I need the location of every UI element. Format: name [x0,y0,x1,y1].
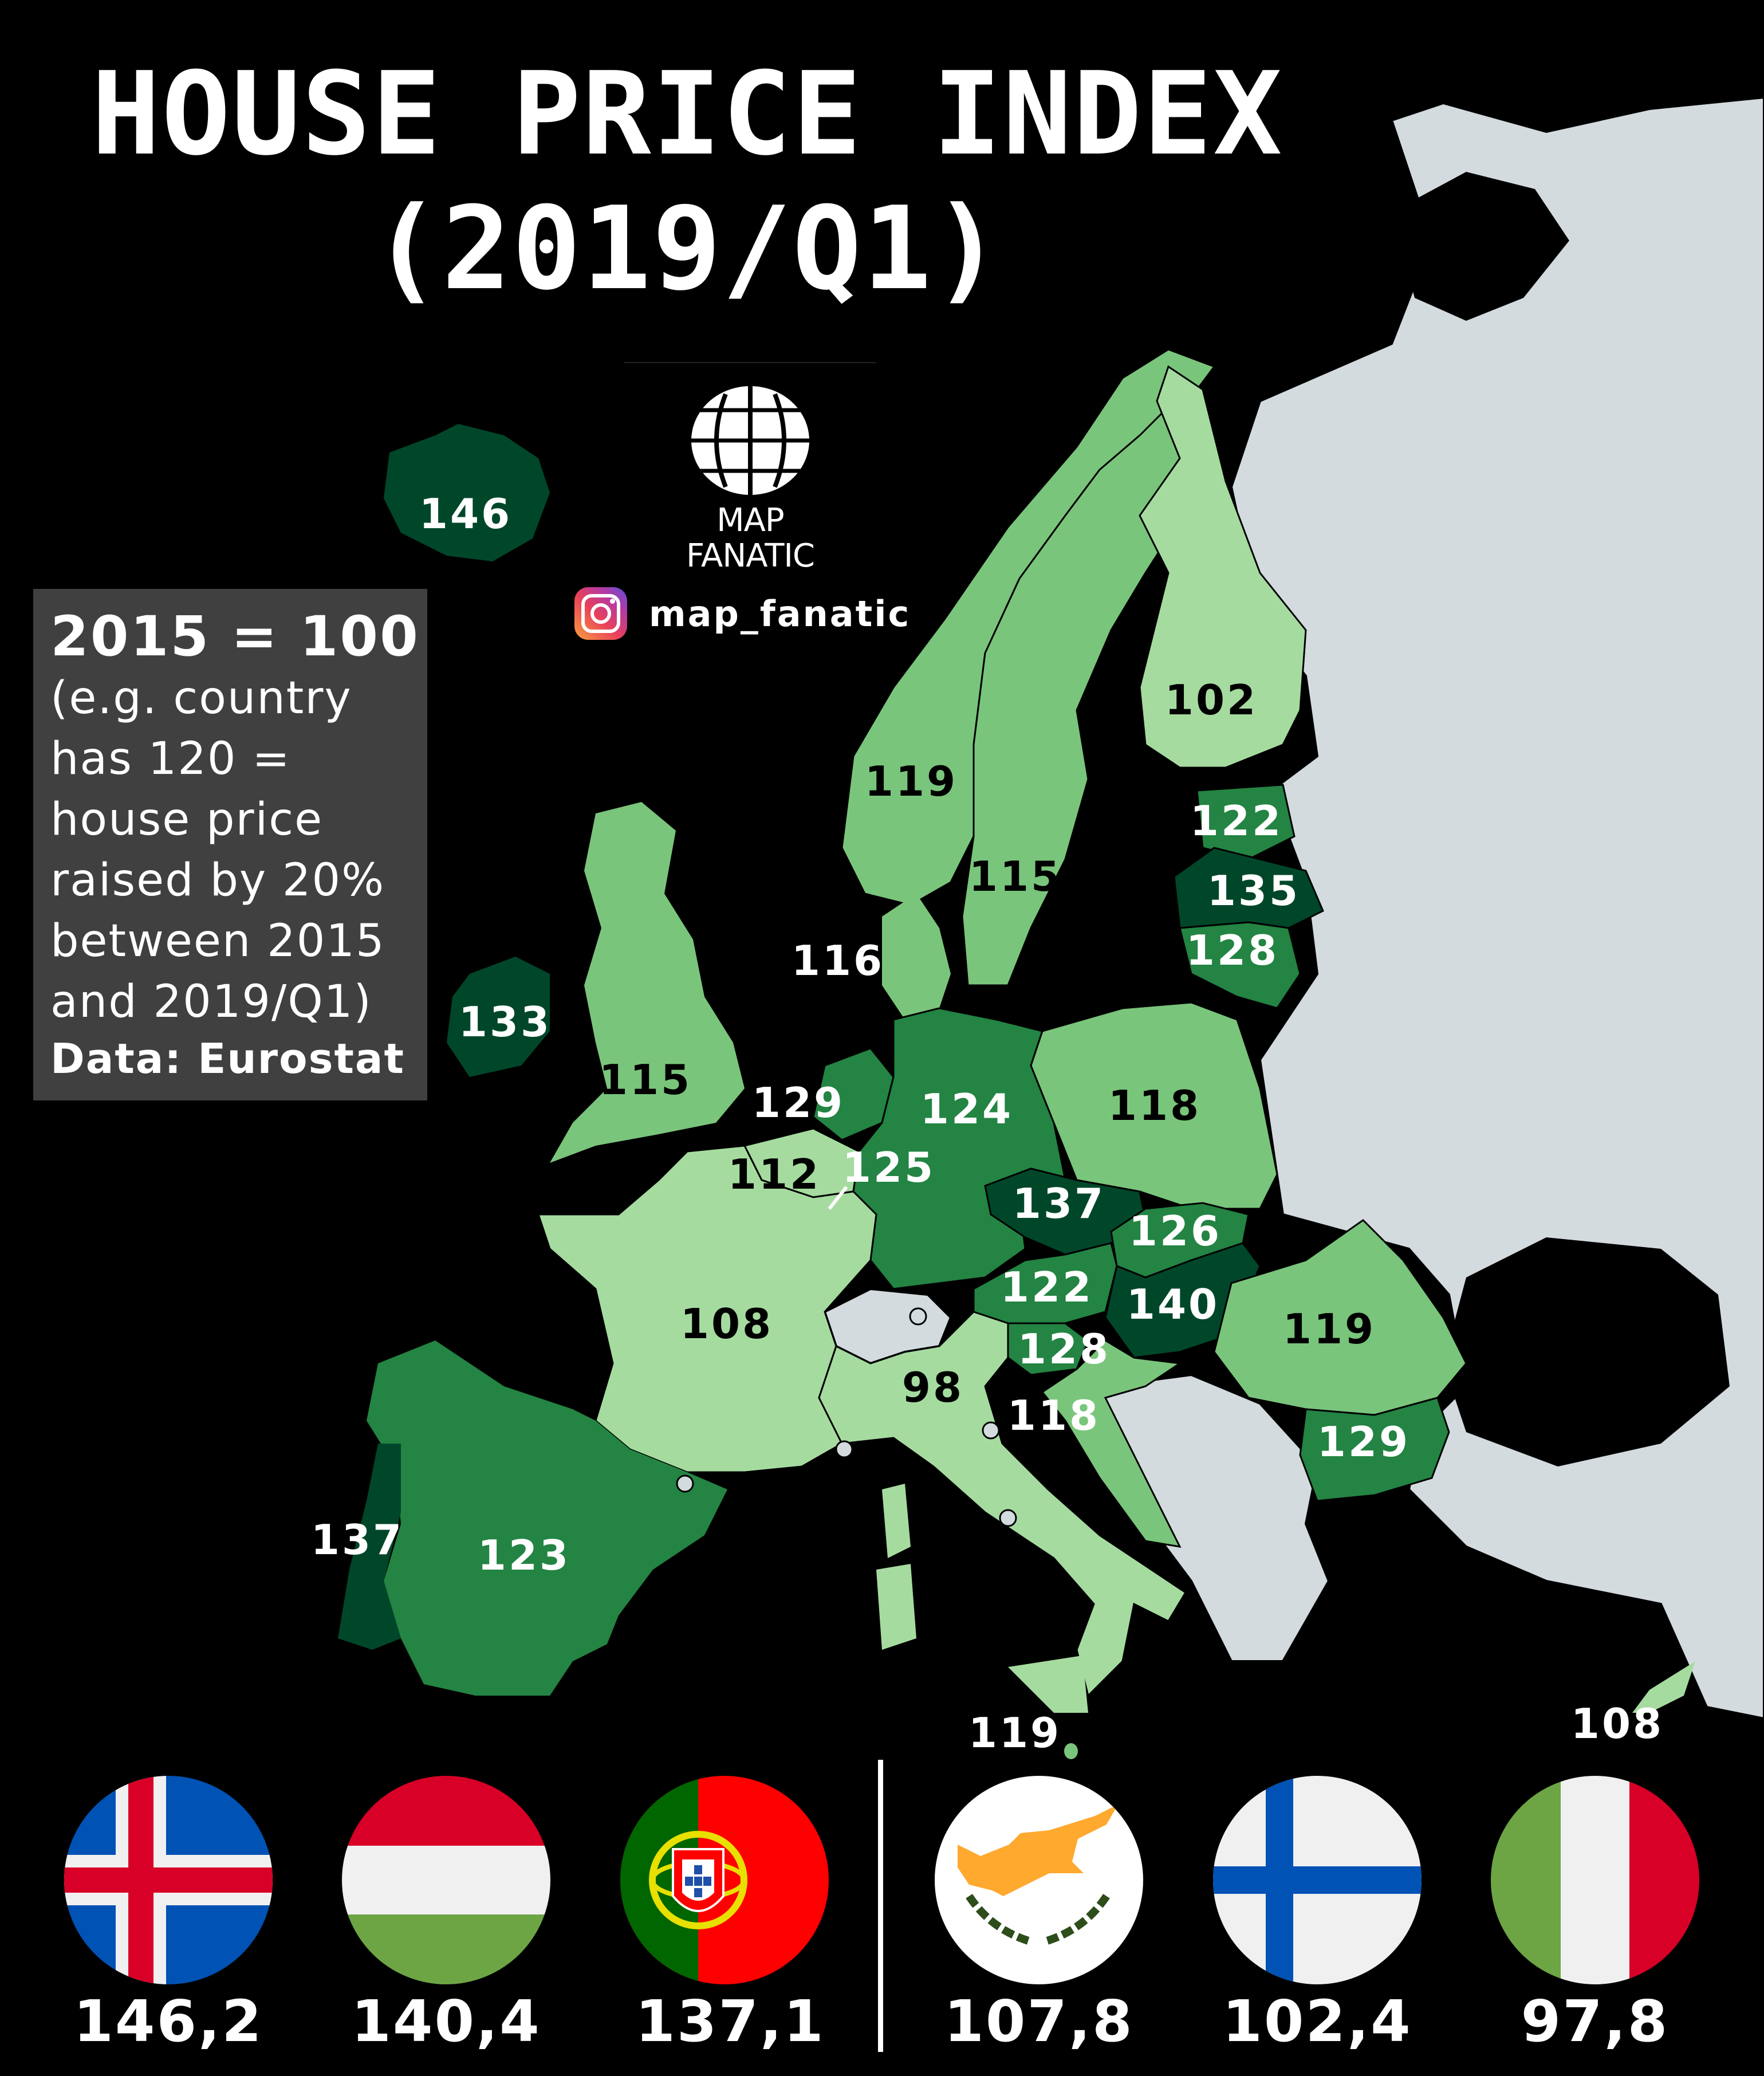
country-bulgaria [1299,1397,1450,1502]
flag-italy [1491,1776,1699,1984]
label-iceland: 146 [419,490,513,538]
instagram-icon [574,587,627,640]
label-netherlands: 129 [751,1079,845,1127]
legend-line: raised by 20% [50,855,385,906]
country-portugal [338,1444,401,1650]
island-marker [676,1475,694,1493]
label-portugal: 137 [310,1516,404,1564]
flags-divider [878,1760,883,2052]
label-poland: 118 [1108,1082,1202,1130]
label-czechia: 137 [1012,1179,1106,1228]
legend-line: and 2019/Q1) [50,976,372,1028]
label-norway: 119 [864,757,958,805]
label-spain: 123 [477,1531,571,1579]
island-sicily [1008,1656,1088,1713]
country-sweden [961,399,1198,986]
country-ireland [447,957,550,1077]
legend-source: Data: Eurostat [50,1035,405,1083]
label-hungary: 140 [1126,1280,1220,1328]
flag-value-cyprus: 107,8 [944,1988,1134,2055]
label-estonia: 122 [1190,797,1283,845]
label-germany: 124 [920,1085,1014,1133]
label-austria: 122 [1000,1263,1094,1311]
flag-value-italy: 97,8 [1521,1988,1670,2055]
island-marker [982,1421,1000,1440]
label-luxembourg: 125 [842,1143,936,1192]
label-denmark: 116 [791,937,885,985]
island-cyprus [1632,1661,1695,1713]
island-marker [999,1509,1017,1527]
label-bulgaria: 129 [1317,1418,1411,1466]
legend-headline: 2015 = 100 [50,604,420,669]
country-spain [367,1340,727,1696]
label-finland: 102 [1164,676,1258,724]
country-romania [1213,1219,1467,1416]
label-lithuania: 128 [1186,926,1279,974]
flag-hungary [342,1776,550,1984]
legend-line: between 2015 [50,915,385,967]
label-sweden: 115 [968,852,1062,901]
label-belgium: 112 [727,1150,821,1198]
legend-line: has 120 = [50,733,291,785]
flag-iceland [64,1776,273,1984]
country-iceland [384,424,550,561]
label-malta: 119 [968,1709,1062,1757]
label-uk: 115 [598,1056,692,1104]
legend-line: (e.g. country [50,673,352,724]
island-marker [835,1440,853,1458]
legend-box: 2015 = 100 (e.g. country has 120 = house… [33,589,427,1100]
flag-cyprus [935,1776,1143,1984]
country-poland [1030,1001,1278,1210]
logo-line-1: MAP [716,502,784,539]
page-title: HOUSE PRICE INDEX [91,48,1283,181]
country-estonia [1196,784,1296,860]
country-denmark [882,894,951,1020]
label-croatia: 118 [1007,1391,1101,1440]
island-sardinia [876,1484,916,1650]
flag-value-portugal: 137,1 [635,1988,825,2055]
country-finland [1139,365,1307,769]
label-slovenia: 128 [1017,1325,1111,1373]
country-italy [818,1311,1187,1697]
label-romania: 119 [1282,1305,1376,1353]
instagram-credit: map_fanatic [574,587,911,640]
country-france [537,1145,877,1473]
instagram-handle: map_fanatic [649,592,911,635]
flag-portugal [620,1776,829,1984]
flag-value-hungary: 140,4 [351,1988,541,2055]
logo-line-2: FANATIC [686,537,815,575]
country-lithuania [1179,921,1301,1009]
flag-finland [1213,1776,1422,1984]
island-marker [909,1307,927,1326]
legend-line: house price [50,794,324,846]
label-slovakia: 126 [1128,1207,1222,1255]
label-italy: 98 [901,1363,964,1411]
island-malta [1064,1743,1078,1759]
flag-value-finland: 102,4 [1222,1988,1412,2055]
label-ireland: 133 [458,998,552,1046]
globe-icon [690,386,810,495]
label-cyprus: 108 [1570,1700,1664,1748]
luxembourg-pointer [828,1186,848,1210]
flag-value-iceland: 146,2 [73,1988,263,2055]
page-subtitle: (2019/Q1) [372,182,1003,316]
brand-logo: MAP FANATIC [624,362,876,574]
country-uk [550,802,745,1163]
label-latvia: 135 [1207,867,1301,915]
country-croatia [1041,1339,1183,1548]
label-france: 108 [680,1300,774,1348]
